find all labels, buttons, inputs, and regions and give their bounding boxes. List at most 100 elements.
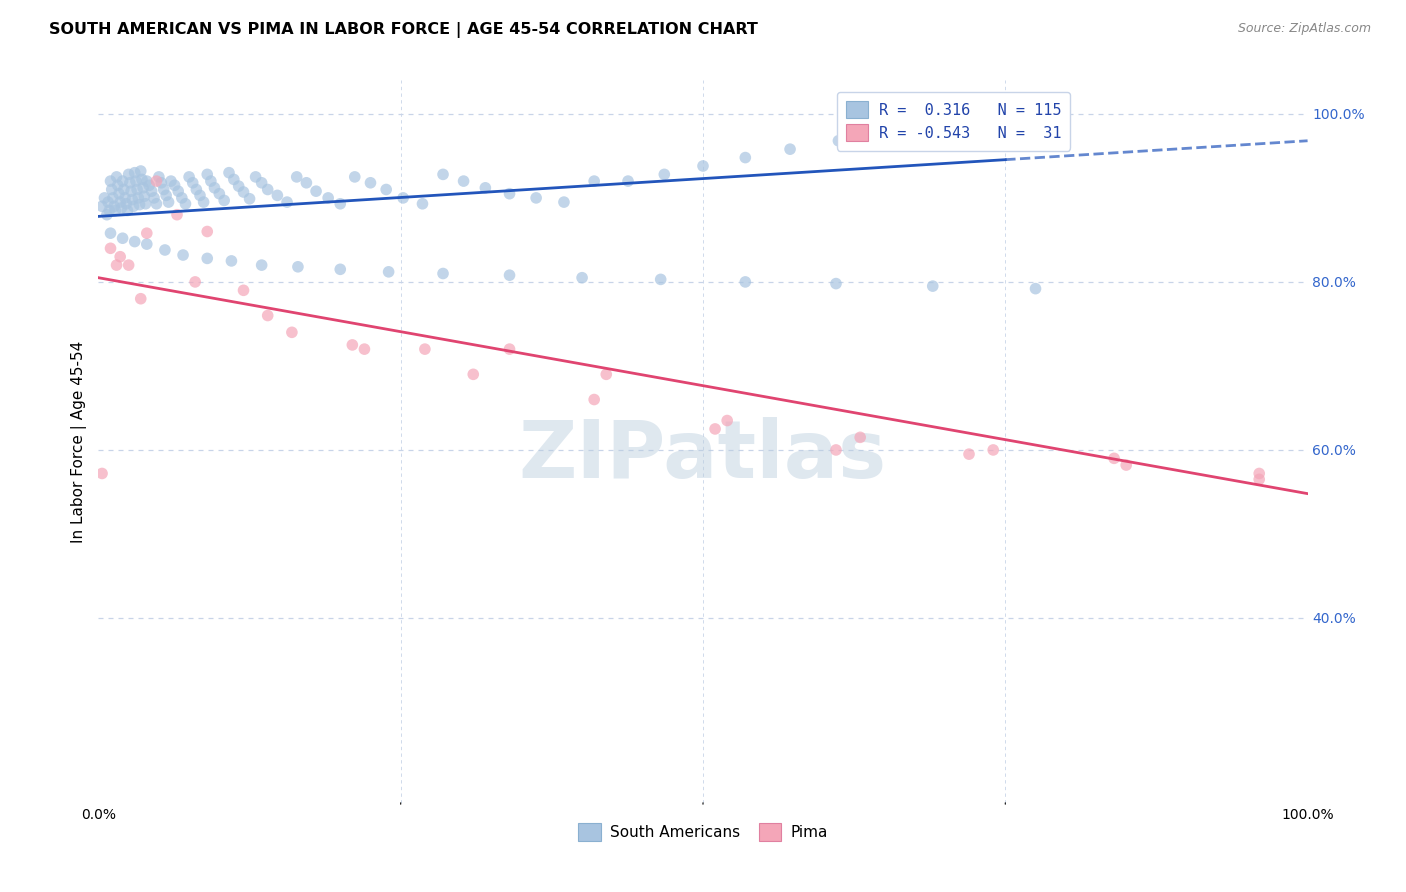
Point: [432, 267, 454, 281]
Point: [524, 191, 547, 205]
Point: [228, 179, 250, 194]
Point: [411, 196, 433, 211]
Point: [583, 174, 606, 188]
Point: [474, 181, 496, 195]
Point: [186, 182, 208, 196]
Point: [117, 203, 139, 218]
Point: [498, 186, 520, 201]
Point: [204, 181, 226, 195]
Point: [281, 326, 304, 340]
Point: [101, 191, 124, 205]
Point: [135, 226, 157, 240]
Point: [93, 191, 115, 205]
Point: [921, 279, 943, 293]
Point: [316, 191, 339, 205]
Point: [650, 272, 672, 286]
Point: [232, 185, 254, 199]
Point: [153, 243, 176, 257]
Point: [96, 208, 118, 222]
Point: [250, 258, 273, 272]
Y-axis label: In Labor Force | Age 45-54: In Labor Force | Age 45-54: [72, 341, 87, 542]
Point: [232, 283, 254, 297]
Point: [170, 191, 193, 205]
Point: [375, 182, 398, 196]
Point: [704, 422, 727, 436]
Point: [287, 260, 309, 274]
Point: [991, 124, 1014, 138]
Point: [103, 199, 125, 213]
Point: [108, 250, 131, 264]
Point: [571, 270, 593, 285]
Point: [200, 174, 222, 188]
Point: [115, 196, 138, 211]
Point: [360, 176, 382, 190]
Point: [107, 178, 129, 193]
Point: [163, 178, 186, 193]
Point: [100, 226, 122, 240]
Point: [148, 169, 170, 184]
Point: [100, 174, 122, 188]
Point: [343, 169, 366, 184]
Point: [734, 151, 756, 165]
Point: [150, 176, 173, 190]
Point: [188, 188, 211, 202]
Point: [879, 128, 901, 142]
Point: [256, 182, 278, 196]
Point: [135, 237, 157, 252]
Point: [453, 174, 475, 188]
Point: [934, 125, 956, 139]
Point: [157, 195, 180, 210]
Point: [250, 176, 273, 190]
Point: [553, 195, 575, 210]
Point: [98, 203, 121, 218]
Point: [957, 447, 980, 461]
Point: [239, 192, 262, 206]
Point: [1024, 282, 1046, 296]
Point: [118, 258, 141, 272]
Point: [245, 169, 267, 184]
Point: [172, 248, 194, 262]
Point: [121, 193, 143, 207]
Point: [167, 184, 190, 198]
Text: ZIPatlas: ZIPatlas: [519, 417, 887, 495]
Point: [124, 235, 146, 249]
Point: [174, 196, 197, 211]
Point: [377, 265, 399, 279]
Point: [145, 174, 167, 188]
Point: [1249, 472, 1271, 486]
Point: [91, 467, 114, 481]
Point: [111, 174, 134, 188]
Point: [716, 413, 738, 427]
Point: [222, 172, 245, 186]
Point: [1249, 467, 1271, 481]
Point: [125, 174, 148, 188]
Point: [195, 252, 218, 266]
Point: [432, 167, 454, 181]
Point: [152, 182, 174, 196]
Point: [212, 194, 235, 208]
Point: [129, 164, 152, 178]
Point: [97, 195, 120, 210]
Point: [295, 176, 318, 190]
Point: [825, 442, 848, 457]
Point: [108, 186, 131, 201]
Point: [132, 181, 155, 195]
Point: [141, 184, 163, 198]
Point: [181, 176, 204, 190]
Point: [91, 199, 114, 213]
Point: [266, 188, 288, 202]
Point: [193, 195, 215, 210]
Point: [195, 167, 218, 181]
Point: [105, 169, 128, 184]
Point: [112, 182, 135, 196]
Point: [734, 275, 756, 289]
Text: SOUTH AMERICAN VS PIMA IN LABOR FORCE | AGE 45-54 CORRELATION CHART: SOUTH AMERICAN VS PIMA IN LABOR FORCE | …: [49, 22, 758, 38]
Point: [256, 309, 278, 323]
Point: [108, 195, 131, 210]
Point: [105, 258, 128, 272]
Point: [131, 172, 153, 186]
Point: [104, 203, 127, 218]
Point: [208, 186, 231, 201]
Point: [160, 174, 183, 188]
Point: [221, 254, 243, 268]
